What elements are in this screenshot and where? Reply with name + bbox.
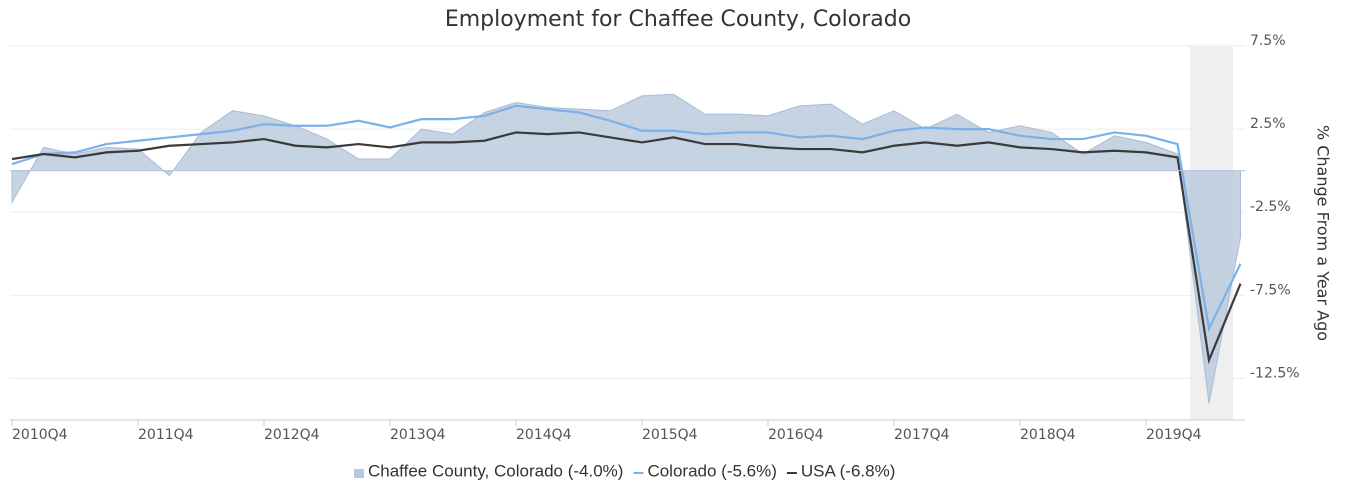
area (11, 93, 1241, 404)
y-tick-label: 2.5% (1250, 116, 1286, 132)
x-tick-label: 2017Q4 (894, 427, 950, 443)
x-tick-label: 2010Q4 (12, 427, 68, 443)
x-tick-label: 2018Q4 (1020, 427, 1076, 443)
legend-label: Colorado (-5.6%) (647, 461, 776, 480)
x-tick-label: 2011Q4 (138, 427, 194, 443)
x-tick-label: 2013Q4 (390, 427, 446, 443)
x-tick-label: 2016Q4 (768, 427, 824, 443)
y-tick-label: -2.5% (1250, 199, 1291, 215)
x-tick-label: 2015Q4 (642, 427, 698, 443)
legend-swatch (354, 469, 364, 478)
legend-label: Chaffee County, Colorado (-4.0%) (368, 461, 623, 480)
y-tick-label: -12.5% (1250, 365, 1300, 381)
y-tick-label: -7.5% (1250, 282, 1291, 298)
y-axis-label: % Change From a Year Ago (1314, 125, 1333, 341)
x-tick-label: 2019Q4 (1146, 427, 1202, 443)
x-tick-label: 2014Q4 (516, 427, 572, 443)
line (11, 104, 1242, 333)
legend-label: USA (-6.8%) (801, 461, 895, 480)
line (11, 131, 1242, 365)
x-tick-label: 2012Q4 (264, 427, 320, 443)
y-tick-label: 7.5% (1250, 33, 1286, 49)
chart-title: Employment for Chaffee County, Colorado (445, 7, 911, 32)
